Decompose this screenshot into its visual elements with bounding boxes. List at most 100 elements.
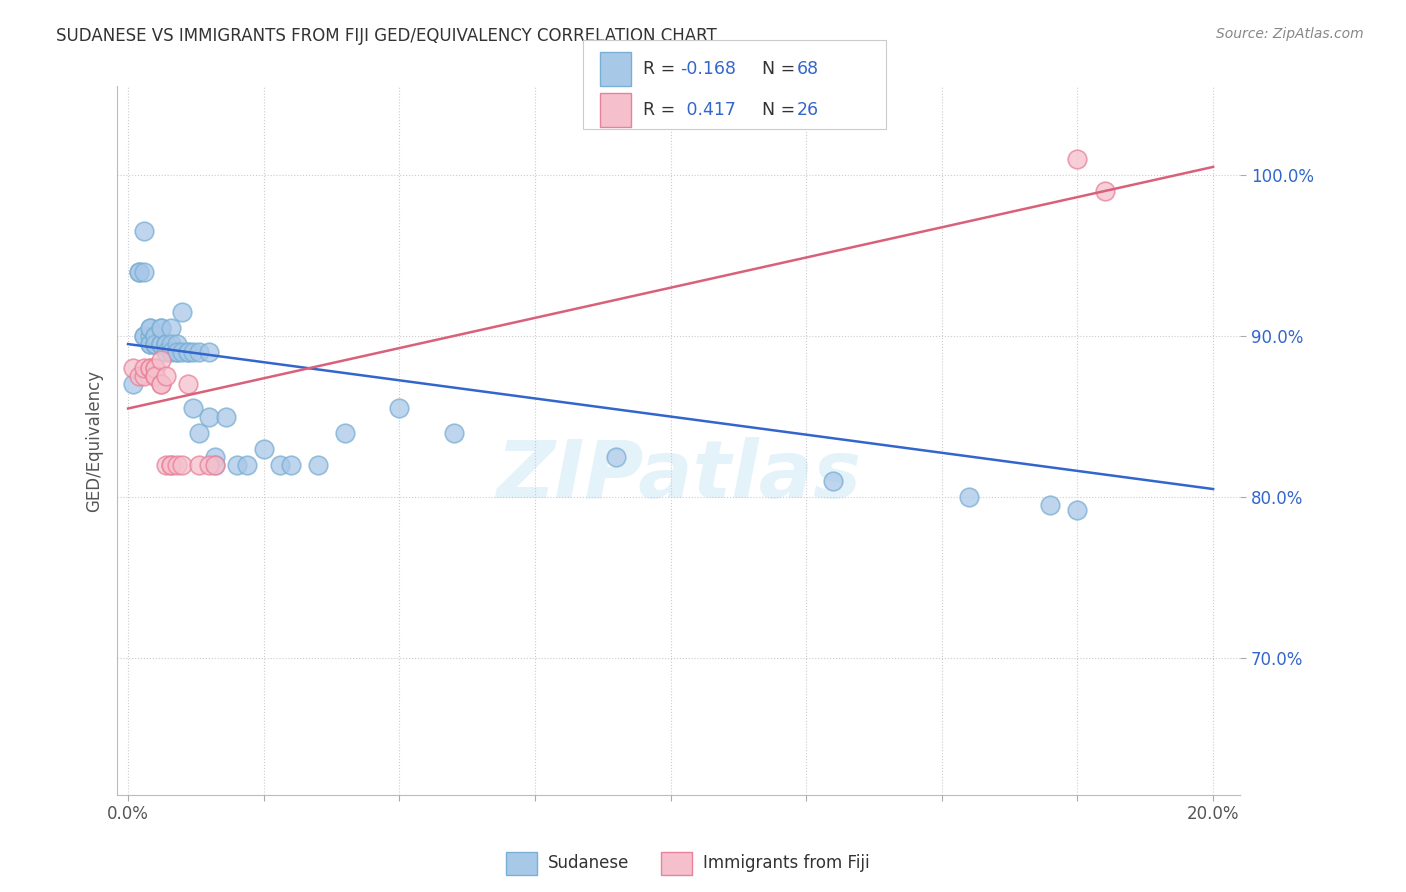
Point [160, 321, 183, 335]
Point [181, 345, 204, 359]
Point [166, 458, 188, 472]
Point [139, 329, 162, 343]
Point [155, 337, 177, 351]
Text: R =: R = [643, 101, 681, 119]
Point [128, 369, 150, 384]
Text: Source: ZipAtlas.com: Source: ZipAtlas.com [1216, 27, 1364, 41]
Point [143, 337, 166, 351]
Point [155, 458, 177, 472]
Point [160, 458, 183, 472]
Text: R =: R = [643, 60, 681, 78]
Point [172, 305, 194, 319]
Point [143, 369, 166, 384]
Point [166, 345, 188, 359]
Point [143, 329, 166, 343]
Point [1094, 184, 1116, 198]
Text: -0.168: -0.168 [681, 60, 737, 78]
Text: N =: N = [751, 101, 800, 119]
Point [177, 345, 200, 359]
Point [143, 337, 166, 351]
Text: 68: 68 [797, 60, 820, 78]
Point [204, 458, 226, 472]
Text: Immigrants from Fiji: Immigrants from Fiji [703, 855, 870, 872]
Point [605, 450, 627, 464]
Point [307, 458, 329, 472]
Point [149, 353, 172, 368]
Point [143, 329, 166, 343]
Text: SUDANESE VS IMMIGRANTS FROM FIJI GED/EQUIVALENCY CORRELATION CHART: SUDANESE VS IMMIGRANTS FROM FIJI GED/EQU… [56, 27, 717, 45]
Point [177, 377, 200, 392]
Point [134, 329, 156, 343]
Point [149, 337, 172, 351]
Point [198, 409, 221, 424]
Point [155, 345, 177, 359]
Point [139, 361, 162, 376]
Point [253, 442, 276, 456]
Point [139, 361, 162, 376]
Point [139, 337, 162, 351]
Point [128, 264, 150, 278]
Point [177, 345, 200, 359]
Point [155, 369, 177, 384]
Point [143, 361, 166, 376]
Point [187, 345, 209, 359]
Point [957, 490, 980, 504]
Point [225, 458, 247, 472]
Point [134, 369, 156, 384]
Point [149, 337, 172, 351]
Point [155, 337, 177, 351]
Point [134, 329, 156, 343]
Point [166, 337, 188, 351]
Point [155, 337, 177, 351]
Point [269, 458, 291, 472]
Point [143, 329, 166, 343]
Point [139, 321, 162, 335]
Point [172, 458, 194, 472]
Point [143, 369, 166, 384]
Point [134, 361, 156, 376]
Point [139, 337, 162, 351]
Point [160, 345, 183, 359]
Point [204, 458, 226, 472]
Point [388, 401, 411, 416]
Text: ZIPatlas: ZIPatlas [496, 437, 862, 516]
Point [143, 337, 166, 351]
Point [187, 458, 209, 472]
Point [122, 377, 145, 392]
Point [149, 321, 172, 335]
Point [134, 264, 156, 278]
Point [204, 450, 226, 464]
Text: 26: 26 [797, 101, 820, 119]
Point [160, 337, 183, 351]
Point [172, 345, 194, 359]
Point [139, 321, 162, 335]
Point [149, 337, 172, 351]
Point [143, 369, 166, 384]
Point [187, 425, 209, 440]
Y-axis label: GED/Equivalency: GED/Equivalency [86, 369, 103, 512]
Point [443, 425, 465, 440]
Point [198, 458, 221, 472]
Point [122, 361, 145, 376]
Point [149, 377, 172, 392]
Point [143, 337, 166, 351]
Point [823, 474, 845, 488]
Point [134, 224, 156, 238]
Point [198, 345, 221, 359]
Point [1066, 152, 1088, 166]
Point [149, 321, 172, 335]
Point [333, 425, 356, 440]
Point [128, 264, 150, 278]
Point [181, 401, 204, 416]
Point [1039, 498, 1062, 512]
Text: Sudanese: Sudanese [548, 855, 630, 872]
Point [143, 361, 166, 376]
Point [166, 345, 188, 359]
Point [215, 409, 238, 424]
Text: N =: N = [751, 60, 800, 78]
Point [149, 337, 172, 351]
Point [280, 458, 302, 472]
Point [236, 458, 259, 472]
Point [160, 458, 183, 472]
Point [149, 377, 172, 392]
